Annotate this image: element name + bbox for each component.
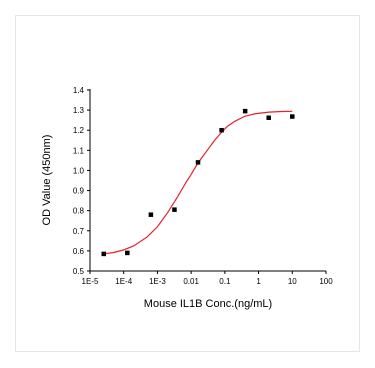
data-point [219,127,224,133]
data-point [101,251,107,257]
y-tick-label: 0.6 [73,247,85,256]
x-tick-label: 1E-3 [149,277,166,286]
y-tick-label: 1.0 [73,166,85,175]
data-point [148,212,154,217]
y-axis-title: OD Value (450nm) [41,135,53,226]
y-tick-label: 0.9 [73,187,85,196]
data-point [266,115,271,121]
x-tick-label: 1E-4 [115,277,132,286]
x-tick-label: 1E-5 [82,277,99,286]
data-point [125,250,130,256]
y-tick-label: 0.7 [73,227,85,236]
data-point [290,114,295,119]
data-points-layer [101,108,295,257]
chart-frame [15,15,360,352]
data-point [195,160,201,165]
x-tick-label: 0.01 [183,277,199,286]
axes [89,89,326,272]
x-tick-label: 100 [319,277,333,286]
x-axis-ticks: 1E-5 1E-4 1E-3 0.01 0.1 1 10 100 [82,271,333,286]
fit-curve-layer [103,110,293,255]
y-tick-label: 0.8 [73,207,85,216]
y-tick-label: 1.3 [73,106,85,115]
y-tick-label: 0.5 [73,267,85,276]
x-axis-title: Mouse IL1B Conc.(ng/mL) [144,298,272,310]
data-point [172,207,177,212]
y-tick-label: 1.4 [73,86,85,95]
data-point [242,108,248,114]
y-tick-label: 1.1 [73,146,85,155]
x-tick-label: 10 [288,277,297,286]
y-tick-label: 1.2 [73,126,85,135]
x-tick-label: 1 [256,277,261,286]
fit-curve [103,110,293,255]
y-axis-ticks: 0.5 0.6 0.7 0.8 0.9 1.0 1.1 1.2 1.3 1.4 [73,86,90,276]
x-tick-label: 0.1 [219,277,231,286]
